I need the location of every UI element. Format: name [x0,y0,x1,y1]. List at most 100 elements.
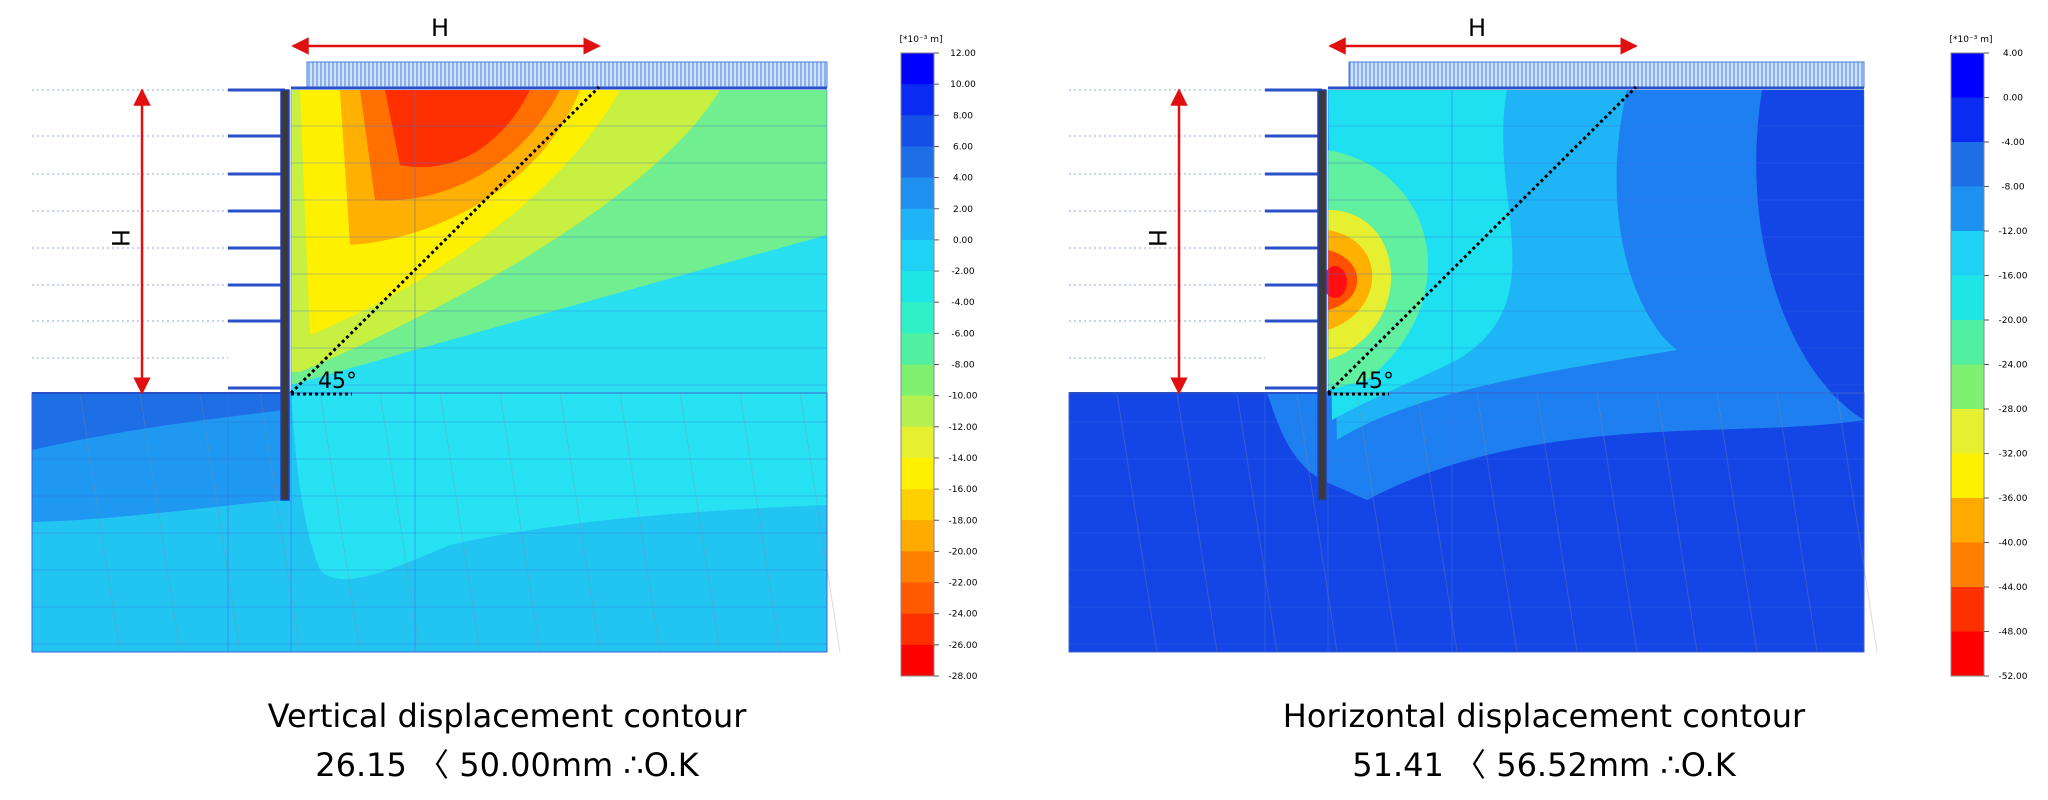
mesh-line [1836,392,1878,653]
colorbar-band [1951,542,1984,588]
mesh-line [439,392,481,653]
colorbar-tick-label: -2.00 [951,267,975,277]
colorbar-tick-label: 0.00 [953,236,973,246]
angle-label: 45° [318,369,357,394]
mesh-line [79,392,121,653]
panel: 45° H H [*10⁻³ m] 4.00 0.00 -4.00 -8.00 -12.00 -1… [1068,14,2028,784]
mesh-line [1776,392,1818,653]
colorbar-tick-label: -26.00 [948,641,977,651]
colorbar-tick-label: 2.00 [953,205,973,215]
surcharge-load [1348,61,1865,88]
contour-band [1323,266,1347,298]
colorbar-tick-label: -48.00 [1998,628,2027,638]
surcharge-load [306,61,828,88]
colorbar-band [901,84,934,116]
colorbar-band [1951,587,1984,632]
mesh-line [499,392,541,653]
colorbar-tick-label: 6.00 [953,142,973,152]
colorbar-tick-label: -16.00 [1998,272,2027,282]
colorbar-tick-label: -22.00 [948,579,977,589]
h-label-side: H [1143,229,1171,247]
mesh-line [1176,392,1218,653]
colorbar-tick-label: 4.00 [953,174,973,184]
colorbar-tick-label: -28.00 [948,672,977,682]
mesh-line [1476,392,1518,653]
colorbar-band [901,582,934,615]
contour-band [385,90,530,168]
colorbar-tick-label: 4.00 [2003,49,2023,59]
colorbar-tick-label: -12.00 [1998,227,2027,237]
h-label-top: H [431,14,449,42]
colorbar-band [901,208,934,241]
colorbar-tick-label: -44.00 [1998,583,2027,593]
colorbar-tick-label: -52.00 [1998,672,2027,682]
colorbar-tick-label: -4.00 [951,298,975,308]
colorbar-band [901,239,934,272]
panel: 45° H H [*10⁻³ m] 12.00 10.00 8.00 6.00 4.00 2.00… [31,14,978,784]
colorbar-band [1951,364,1984,410]
colorbar-tick-label: 0.00 [2003,94,2023,104]
colorbar-band [901,53,934,85]
colorbar-band [901,551,934,584]
mesh-line [1116,392,1158,653]
colorbar-tick-label: 12.00 [950,49,976,59]
colorbar-tick-label: -36.00 [1998,494,2027,504]
colorbar-band [1951,453,1984,499]
colorbar-tick-label: -16.00 [948,485,977,495]
colorbar-band [901,520,934,552]
mesh-line [1536,392,1578,653]
colorbar-tick-label: -20.00 [1998,316,2027,326]
mesh-line [379,392,421,653]
mesh-line [799,392,841,653]
h-label-top: H [1468,14,1486,42]
colorbar-tick-label: -24.00 [1998,361,2027,371]
mesh-line [619,392,661,653]
model-border [31,392,828,653]
colorbar-band [1951,275,1984,321]
colorbar-band [901,644,934,677]
mesh-line [1656,392,1698,653]
colorbar-tick-label: -20.00 [948,547,977,557]
colorbar-tick-label: 10.00 [950,80,976,90]
colorbar-tick-label: -8.00 [2001,183,2025,193]
caption-title: Horizontal displacement contour [1283,697,1806,735]
colorbar-band [1951,53,1984,98]
caption-result: 26.15 〈 50.00mm ∴O.K [315,746,700,784]
colorbar-band [901,146,934,179]
colorbar-band [1951,498,1984,543]
colorbar-band [901,302,934,334]
colorbar-unit: [*10⁻³ m] [1950,35,1993,45]
colorbar-band [901,333,934,365]
45-line [289,85,601,395]
mesh-line [199,392,241,653]
colorbar-band [901,457,934,490]
colorbar-band [1951,231,1984,276]
colorbar-band [901,613,934,646]
colorbar-band [1951,186,1984,232]
colorbar-tick-label: 8.00 [953,111,973,121]
mesh-line [1416,392,1458,653]
mesh-line [139,392,181,653]
mesh-line [1716,392,1758,653]
colorbar-band [1951,409,1984,454]
wall [280,89,290,501]
mesh-line [739,392,781,653]
colorbar-tick-label: -40.00 [1998,539,2027,549]
mesh-line [1296,392,1338,653]
caption-title: Vertical displacement contour [268,697,748,735]
contour-band [32,393,285,450]
angle-label: 45° [1355,369,1394,394]
colorbar-tick-label: -18.00 [948,516,977,526]
wall [1317,89,1327,501]
contour-band [291,393,827,580]
mesh-line [679,392,721,653]
colorbar-unit: [*10⁻³ m] [900,35,943,45]
mesh-line [259,392,301,653]
colorbar-band [901,426,934,459]
colorbar-band [901,395,934,428]
colorbar-band [1951,320,1984,365]
colorbar-tick-label: -14.00 [948,454,977,464]
mesh-line [1596,392,1638,653]
colorbar-tick-label: -32.00 [1998,450,2027,460]
